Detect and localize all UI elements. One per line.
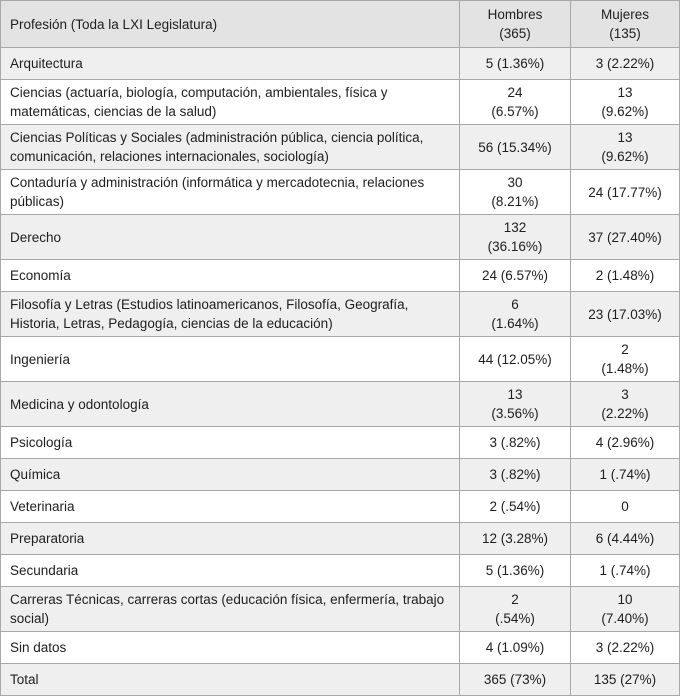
profession-cell: Preparatoria (0, 522, 460, 555)
mujeres-cell: 13 (9.62%) (570, 79, 680, 125)
profession-cell: Sin datos (0, 631, 460, 664)
mujeres-cell: 13 (9.62%) (570, 124, 680, 170)
mujeres-cell: 10 (7.40%) (570, 586, 680, 632)
hombres-cell: 24 (6.57%) (459, 79, 571, 125)
hombres-cell: 3 (.82%) (459, 458, 571, 491)
mujeres-cell: 23 (17.03%) (570, 291, 680, 337)
mujeres-cell: 3 (2.22%) (570, 631, 680, 664)
table-row: Secundaria 5 (1.36%) 1 (.74%) (0, 554, 680, 587)
table-row: Sin datos 4 (1.09%) 3 (2.22%) (0, 631, 680, 664)
profession-cell: Economía (0, 259, 460, 292)
profession-cell: Ingeniería (0, 336, 460, 382)
profession-cell: Ciencias Políticas y Sociales (administr… (0, 124, 460, 170)
table-row: Arquitectura 5 (1.36%) 3 (2.22%) (0, 47, 680, 80)
profession-cell: Total (0, 663, 460, 696)
column-header-profession: Profesión (Toda la LXI Legislatura) (0, 0, 460, 48)
mujeres-cell: 24 (17.77%) (570, 169, 680, 215)
profession-cell: Filosofía y Letras (Estudios latinoameri… (0, 291, 460, 337)
mujeres-cell: 1 (.74%) (570, 458, 680, 491)
hombres-cell: 4 (1.09%) (459, 631, 571, 664)
header-row: Profesión (Toda la LXI Legislatura) Homb… (0, 0, 680, 48)
profession-cell: Secundaria (0, 554, 460, 587)
table-row: Química 3 (.82%) 1 (.74%) (0, 458, 680, 491)
column-header-hombres: Hombres (365) (459, 0, 571, 48)
table-row-total: Total 365 (73%) 135 (27%) (0, 663, 680, 696)
table-row: Filosofía y Letras (Estudios latinoameri… (0, 291, 680, 337)
mujeres-cell: 3 (2.22%) (570, 381, 680, 427)
table-row: Contaduría y administración (informática… (0, 169, 680, 215)
mujeres-cell: 1 (.74%) (570, 554, 680, 587)
table-row: Carreras Técnicas, carreras cortas (educ… (0, 586, 680, 632)
profession-cell: Veterinaria (0, 490, 460, 523)
table-row: Medicina y odontología 13 (3.56%) 3 (2.2… (0, 381, 680, 427)
table-row: Veterinaria 2 (.54%) 0 (0, 490, 680, 523)
profession-cell: Química (0, 458, 460, 491)
table-row: Economía 24 (6.57%) 2 (1.48%) (0, 259, 680, 292)
table-row: Derecho 132 (36.16%) 37 (27.40%) (0, 214, 680, 260)
hombres-cell: 13 (3.56%) (459, 381, 571, 427)
hombres-cell: 2 (.54%) (459, 586, 571, 632)
hombres-cell: 5 (1.36%) (459, 554, 571, 587)
profession-cell: Contaduría y administración (informática… (0, 169, 460, 215)
hombres-cell: 56 (15.34%) (459, 124, 571, 170)
profession-cell: Psicología (0, 426, 460, 459)
profession-cell: Derecho (0, 214, 460, 260)
mujeres-cell: 2 (1.48%) (570, 336, 680, 382)
column-header-mujeres: Mujeres (135) (570, 0, 680, 48)
hombres-cell: 3 (.82%) (459, 426, 571, 459)
hombres-cell: 24 (6.57%) (459, 259, 571, 292)
hombres-cell: 12 (3.28%) (459, 522, 571, 555)
hombres-cell: 6 (1.64%) (459, 291, 571, 337)
hombres-cell: 30 (8.21%) (459, 169, 571, 215)
mujeres-cell: 4 (2.96%) (570, 426, 680, 459)
mujeres-cell: 2 (1.48%) (570, 259, 680, 292)
hombres-cell: 44 (12.05%) (459, 336, 571, 382)
table-row: Psicología 3 (.82%) 4 (2.96%) (0, 426, 680, 459)
profession-cell: Arquitectura (0, 47, 460, 80)
profession-cell: Ciencias (actuaría, biología, computació… (0, 79, 460, 125)
table-row: Preparatoria 12 (3.28%) 6 (4.44%) (0, 522, 680, 555)
mujeres-cell: 6 (4.44%) (570, 522, 680, 555)
mujeres-cell: 37 (27.40%) (570, 214, 680, 260)
mujeres-cell: 135 (27%) (570, 663, 680, 696)
hombres-cell: 5 (1.36%) (459, 47, 571, 80)
hombres-cell: 365 (73%) (459, 663, 571, 696)
table-row: Ciencias (actuaría, biología, computació… (0, 79, 680, 125)
mujeres-cell: 0 (570, 490, 680, 523)
profession-cell: Carreras Técnicas, carreras cortas (educ… (0, 586, 460, 632)
mujeres-cell: 3 (2.22%) (570, 47, 680, 80)
table-row: Ingeniería 44 (12.05%) 2 (1.48%) (0, 336, 680, 382)
table-row: Ciencias Políticas y Sociales (administr… (0, 124, 680, 170)
profession-cell: Medicina y odontología (0, 381, 460, 427)
hombres-cell: 132 (36.16%) (459, 214, 571, 260)
hombres-cell: 2 (.54%) (459, 490, 571, 523)
